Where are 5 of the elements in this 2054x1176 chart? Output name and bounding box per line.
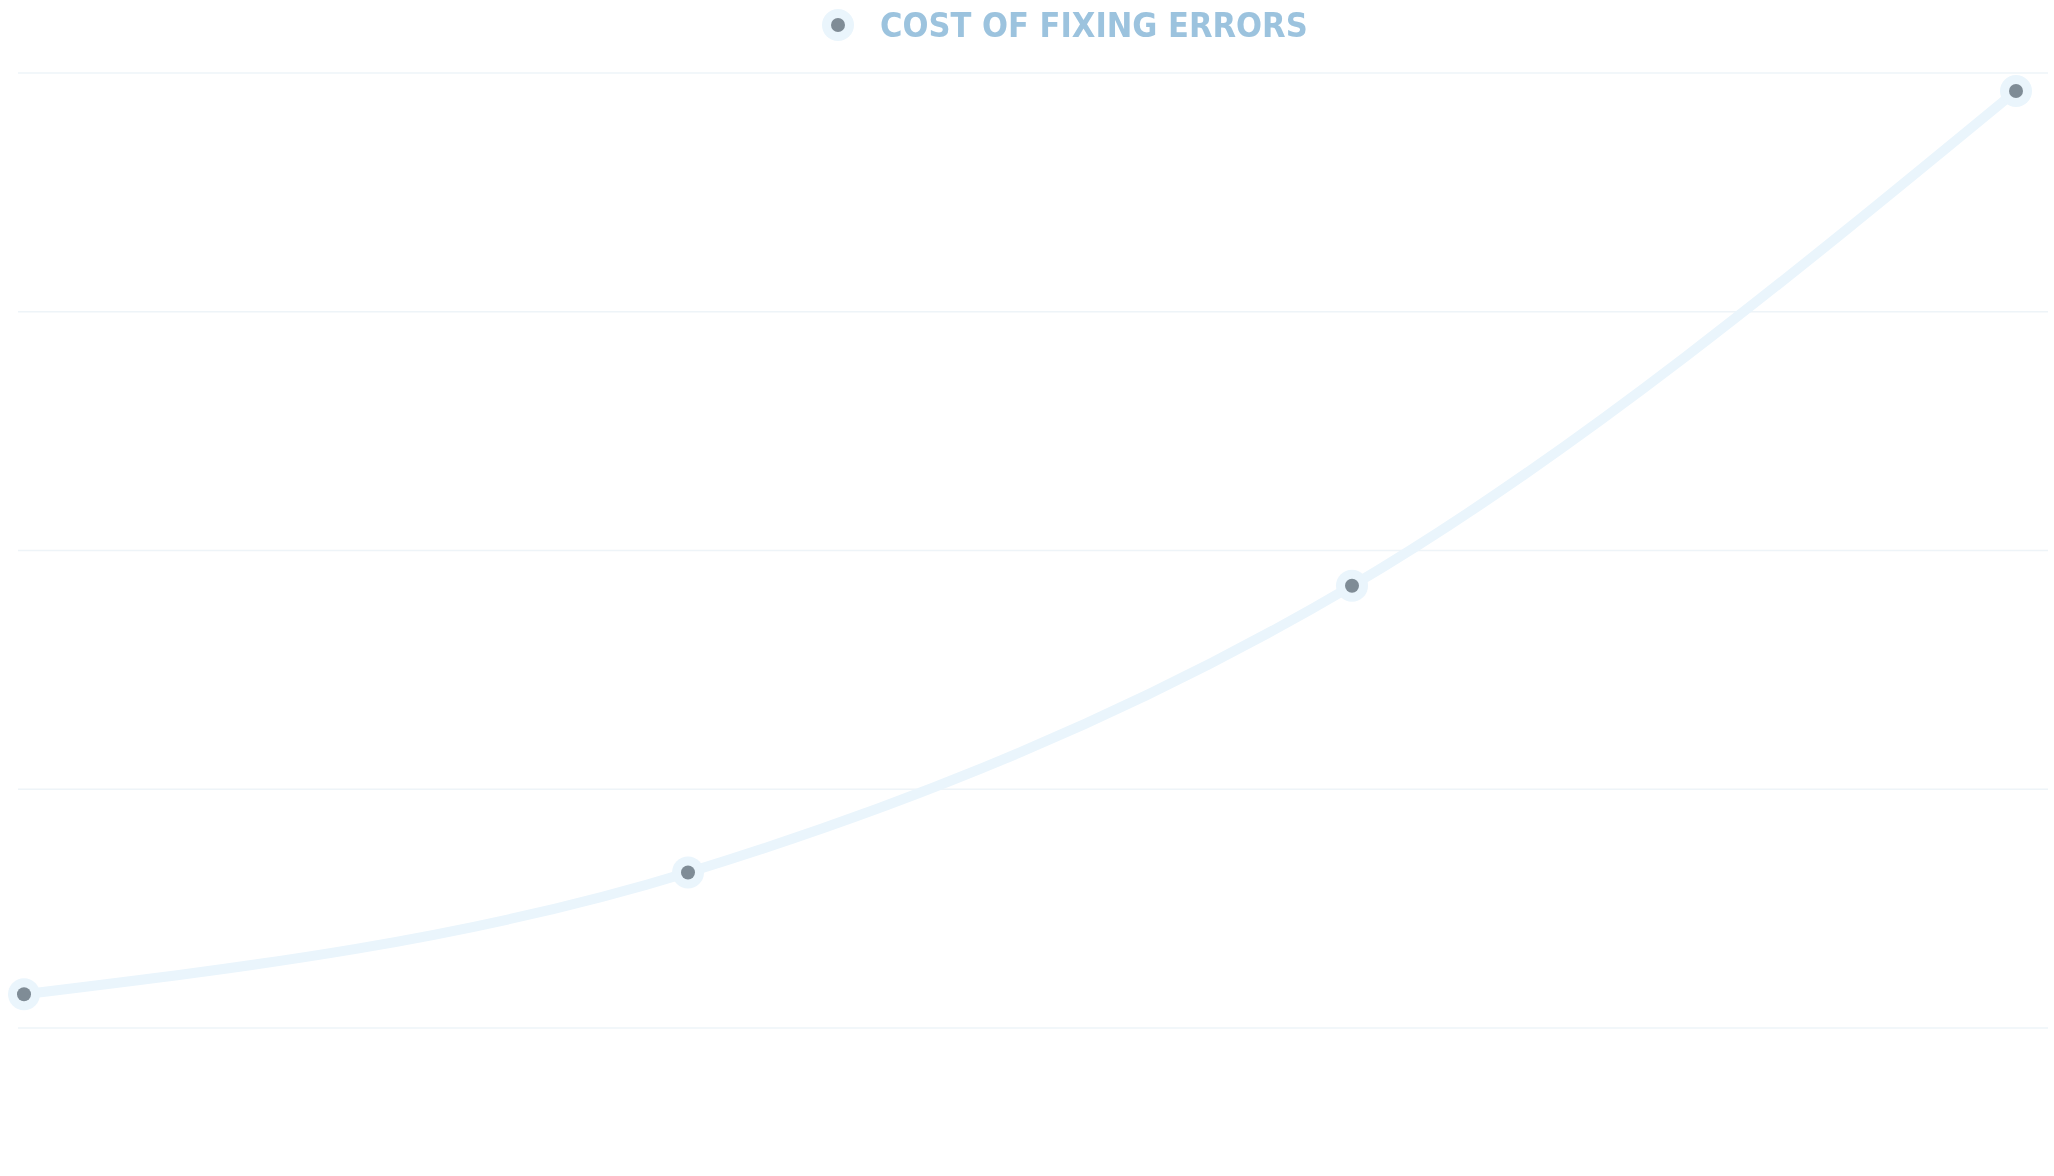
point: [2000, 75, 2032, 107]
point: [8, 978, 40, 1011]
legend-label: COST OF FIXING ERRORS: [880, 4, 1308, 45]
point: [1336, 569, 1368, 602]
point: [672, 856, 704, 889]
